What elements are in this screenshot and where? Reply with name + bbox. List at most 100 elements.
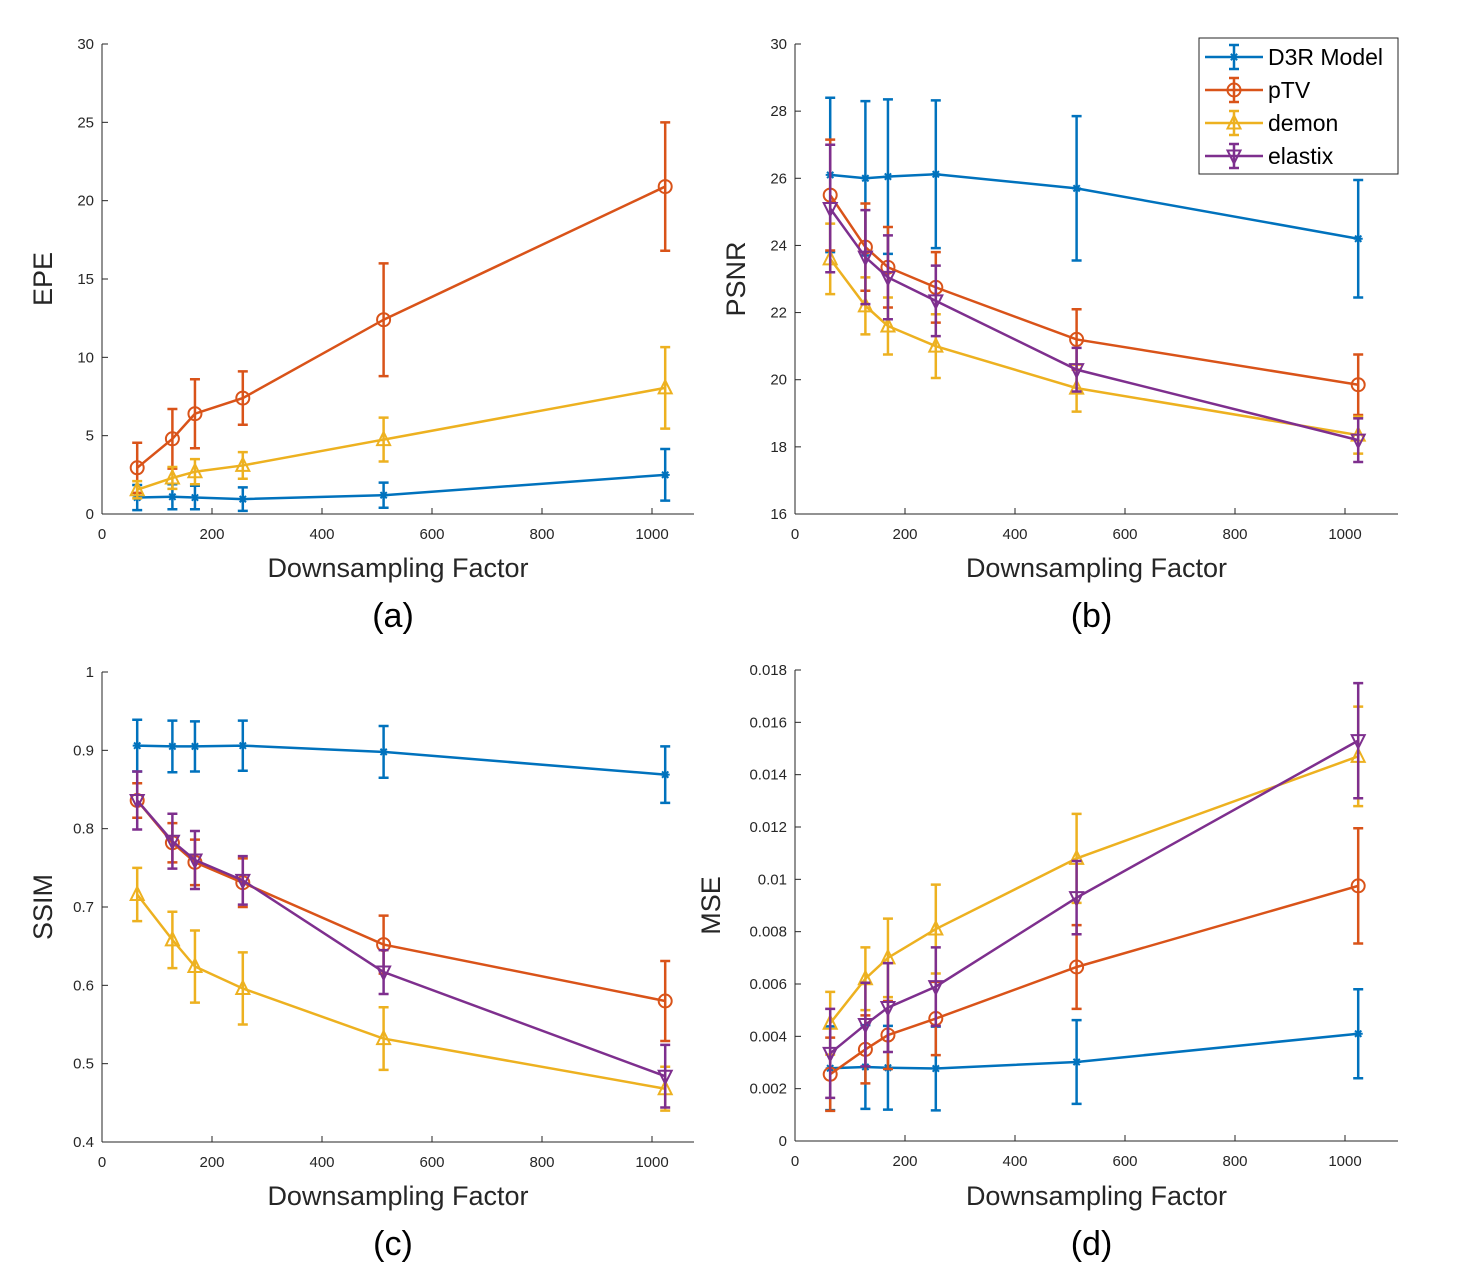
data-point <box>1350 878 1366 894</box>
x-axis-label: Downsampling Factor <box>966 1181 1227 1211</box>
x-tick-label: 0 <box>791 1153 799 1170</box>
data-point <box>375 429 392 447</box>
data-point <box>927 336 944 353</box>
data-point <box>857 250 874 267</box>
error-bar <box>1353 353 1364 417</box>
data-point <box>167 741 177 751</box>
error-bar <box>237 854 248 906</box>
data-point <box>822 1046 839 1064</box>
data-point <box>1072 183 1082 193</box>
error-bar <box>378 262 389 378</box>
x-tick-label: 600 <box>1112 1153 1137 1170</box>
data-point <box>822 202 839 219</box>
y-tick-label: 30 <box>770 36 787 53</box>
y-axis-label: MSE <box>696 876 726 935</box>
error-bar <box>660 345 671 430</box>
y-tick-label: 0 <box>779 1133 787 1150</box>
y-tick-label: 16 <box>770 506 787 523</box>
y-tick-label: 0.006 <box>749 976 787 993</box>
y-axis-label: PSNR <box>721 241 751 316</box>
series-d3r-model <box>825 987 1364 1112</box>
series-demon <box>129 345 674 500</box>
data-point <box>1353 234 1363 244</box>
x-axis-label: Downsampling Factor <box>966 553 1227 583</box>
data-point <box>190 493 200 503</box>
error-bar <box>825 1007 836 1100</box>
legend-item: pTV <box>1205 76 1311 104</box>
y-tick-label: 5 <box>86 428 94 445</box>
y-tick-label: 0.002 <box>749 1081 787 1098</box>
legend-error-bar <box>1229 76 1239 104</box>
legend-marker <box>1229 52 1239 62</box>
legend-marker <box>1225 149 1243 166</box>
data-point <box>164 930 181 947</box>
error-bar <box>167 910 178 970</box>
y-tick-label: 20 <box>77 193 94 210</box>
series-line <box>829 884 1359 1076</box>
legend-label: D3R Model <box>1268 44 1383 70</box>
y-tick-label: 10 <box>77 349 94 366</box>
x-tick-label: 600 <box>419 1154 444 1171</box>
x-tick-label: 400 <box>1002 1153 1027 1170</box>
y-tick-label: 0.9 <box>73 742 94 759</box>
error-bar <box>1071 859 1082 936</box>
data-point <box>238 494 248 504</box>
data-point <box>657 179 673 195</box>
x-tick-label: 400 <box>309 1154 334 1171</box>
y-tick-label: 0.5 <box>73 1056 94 1073</box>
error-bar <box>1353 417 1364 464</box>
x-tick-label: 600 <box>1112 526 1137 543</box>
error-bar <box>237 370 248 426</box>
panel-c: 0 200 400 600 800 1000 0.4 0.5 0.6 0.7 0.8 0.9 1 Down… <box>28 664 694 1263</box>
y-tick-label: 0.7 <box>73 899 94 916</box>
x-axis-label: Downsampling Factor <box>267 1181 528 1211</box>
error-bar <box>189 829 200 891</box>
y-tick-label: 22 <box>770 305 787 322</box>
x-tick-label: 200 <box>892 526 917 543</box>
series-line <box>136 799 666 1003</box>
y-tick-label: 0.4 <box>73 1134 94 1151</box>
data-point <box>1350 377 1366 393</box>
legend-item: demon <box>1205 109 1338 137</box>
data-point <box>660 770 670 780</box>
series-d3r-model <box>132 718 671 805</box>
y-tick-label: 0.008 <box>749 924 787 941</box>
data-point <box>860 173 870 183</box>
data-point <box>379 490 389 500</box>
y-tick-label: 0.004 <box>749 1028 787 1045</box>
panel-d: 0 200 400 600 800 1000 0 0.002 0.004 0.006 0.008 0.… <box>696 662 1398 1263</box>
error-bar <box>882 961 893 1054</box>
series-line <box>829 755 1359 1025</box>
data-point <box>235 390 251 406</box>
error-bar <box>167 812 178 870</box>
y-tick-label: 24 <box>770 237 787 254</box>
data-point <box>1068 363 1085 380</box>
data-point <box>375 965 392 982</box>
series-line <box>136 893 666 1090</box>
series-line <box>829 739 1359 1055</box>
y-tick-label: 26 <box>770 170 787 187</box>
error-bar <box>167 407 178 470</box>
error-bar <box>378 1006 389 1072</box>
data-point <box>167 492 177 502</box>
series-line <box>829 194 1359 386</box>
panel-b: 0 200 400 600 800 1000 16 18 20 22 24 26 28 30 Downsam… <box>721 36 1399 635</box>
x-axis-label: Downsampling Factor <box>267 553 528 583</box>
data-point <box>927 980 944 997</box>
data-point <box>879 316 897 333</box>
y-tick-label: 20 <box>770 372 787 389</box>
x-tick-label: 0 <box>98 1154 106 1171</box>
error-bar <box>1071 346 1082 393</box>
data-point <box>238 741 248 751</box>
y-tick-label: 1 <box>86 664 94 681</box>
data-point <box>879 1001 897 1018</box>
series-elastix <box>822 681 1367 1100</box>
legend-label: demon <box>1268 110 1338 136</box>
panel-a: 0 200 400 600 800 1000 0 5 10 15 20 25 30 Downsamplin… <box>28 36 694 635</box>
error-bar <box>189 929 200 1004</box>
y-tick-label: 25 <box>77 114 94 131</box>
series-line <box>137 473 666 501</box>
x-tick-label: 800 <box>529 1154 554 1171</box>
data-point <box>931 1064 941 1074</box>
